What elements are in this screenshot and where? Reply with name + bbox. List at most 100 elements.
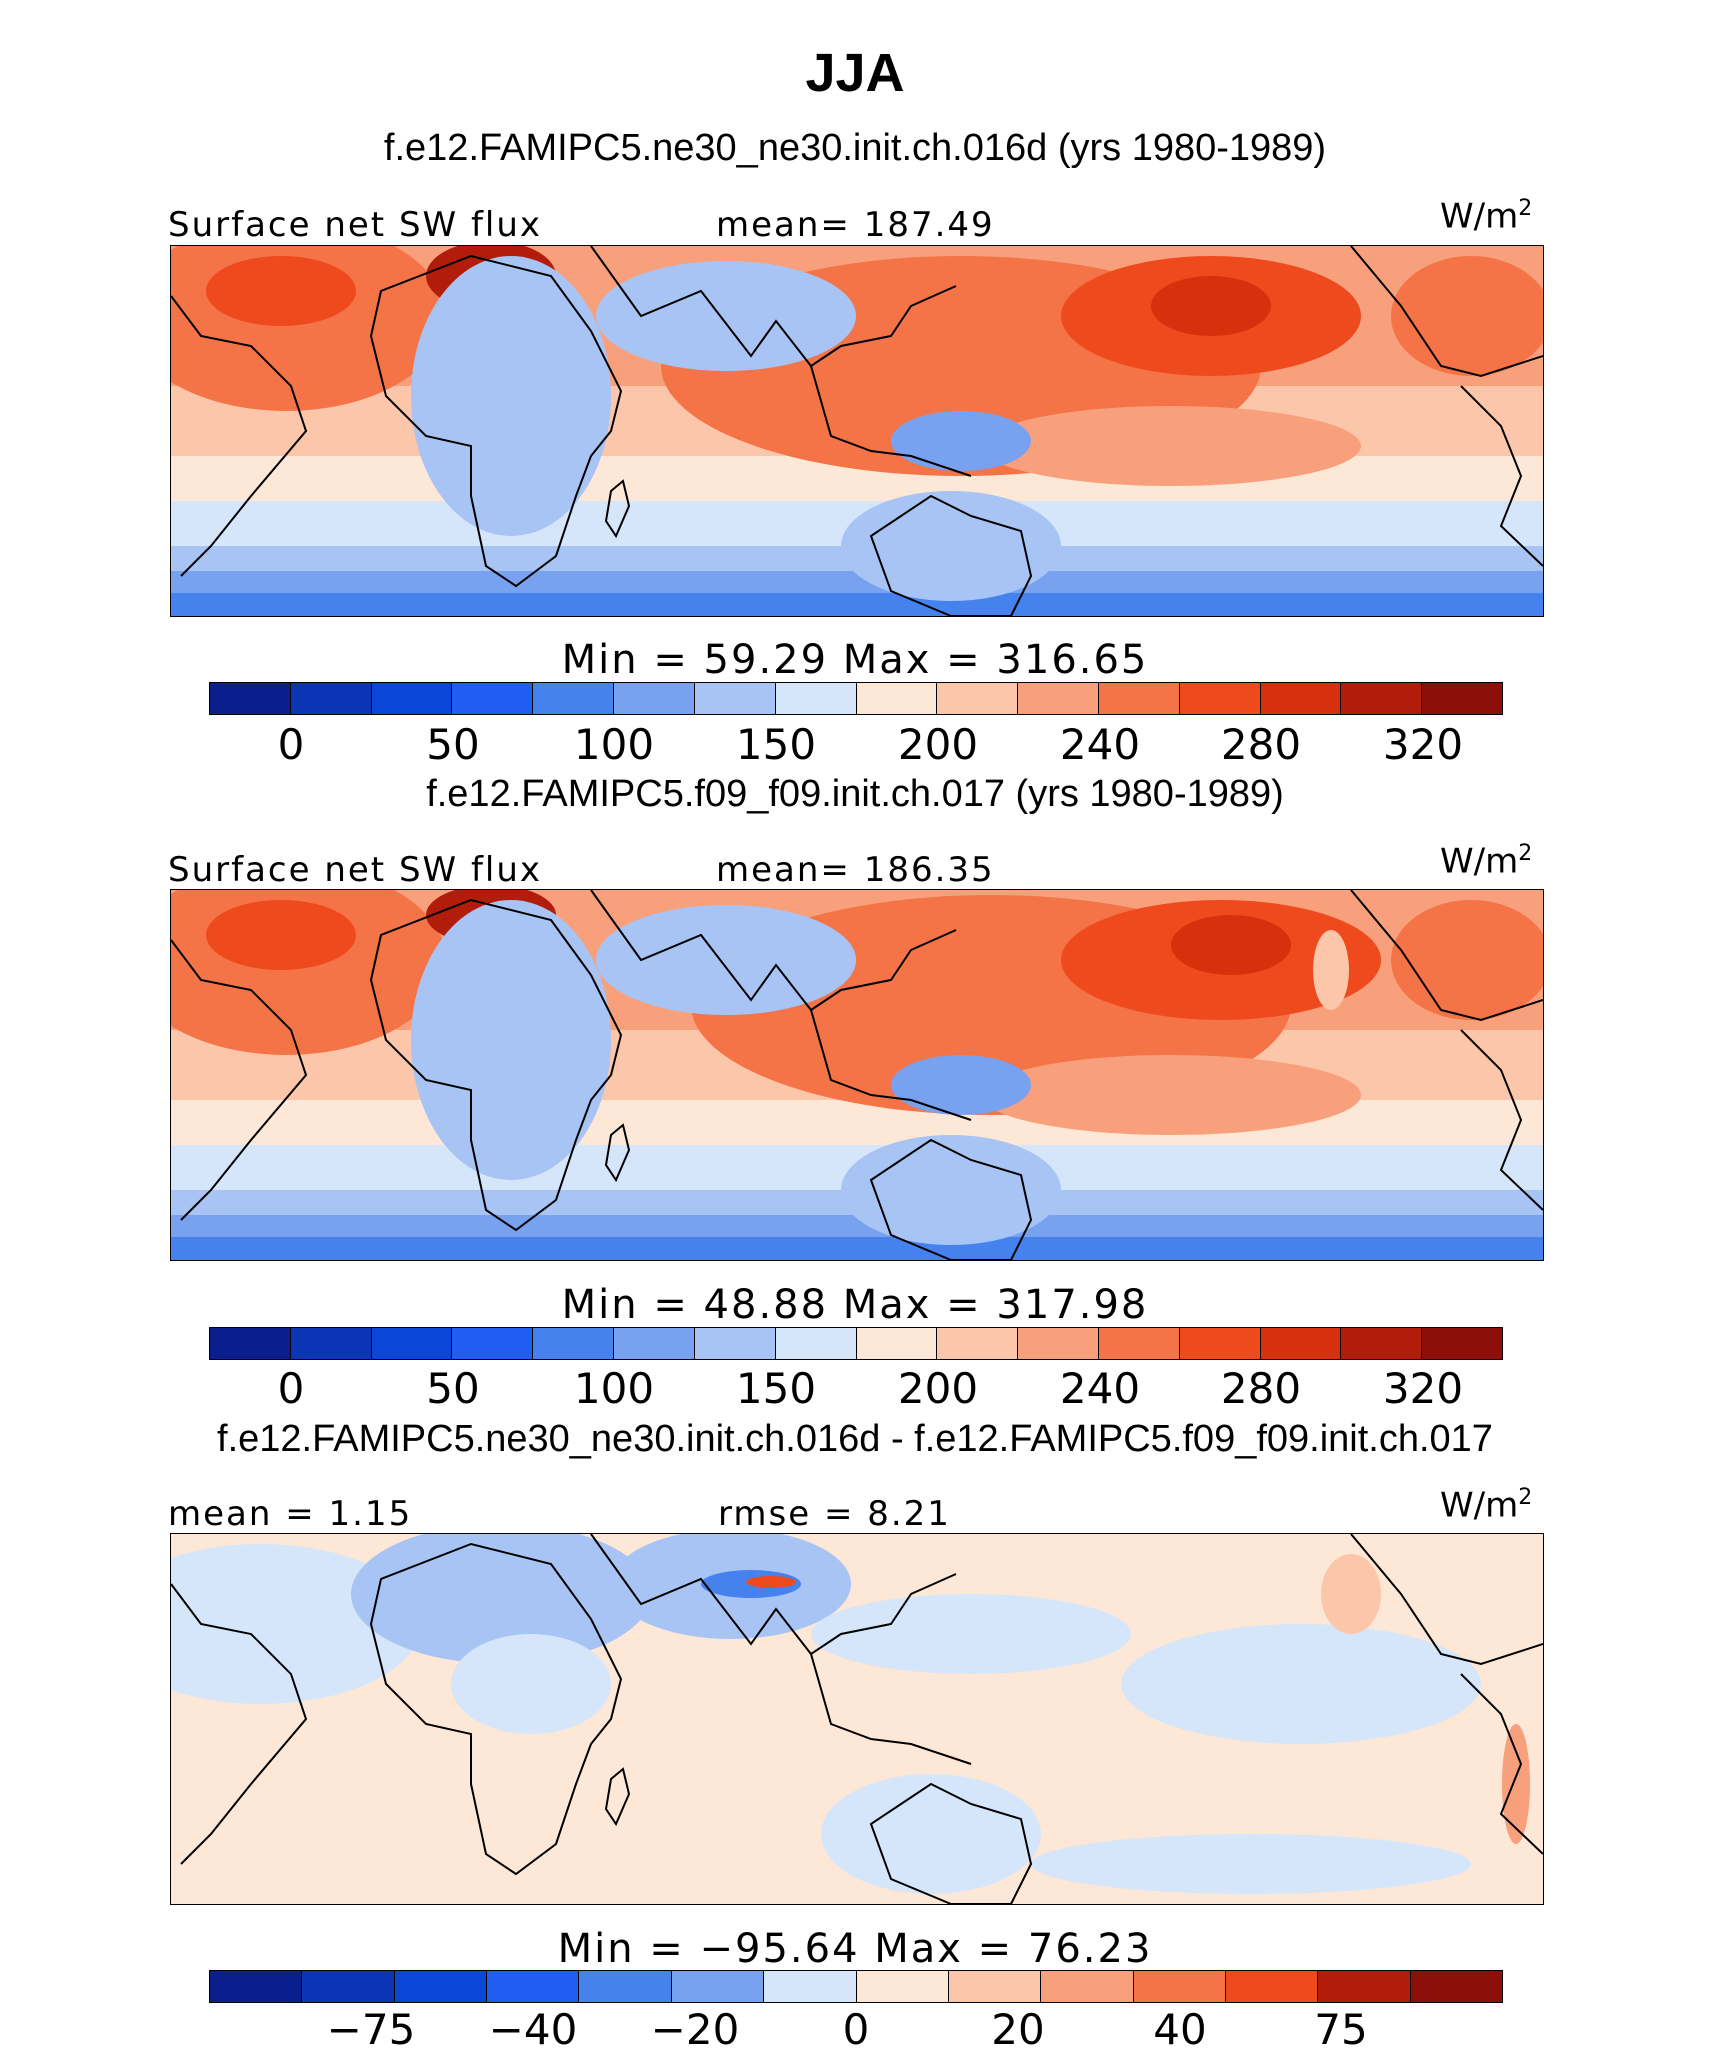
panel-3-tick: −40 — [488, 2005, 578, 2054]
field-blob — [411, 900, 611, 1180]
colorbar-cell — [1179, 1328, 1261, 1359]
australia-coastline — [869, 1138, 1033, 1260]
field-blob — [1151, 276, 1271, 336]
colorbar-cell — [533, 1328, 615, 1359]
panel-1-tick: 240 — [1059, 720, 1141, 769]
field-band — [171, 1237, 1543, 1260]
panel-2-tick: 150 — [735, 1364, 817, 1413]
panel-3-rmse-label: rmse = 8.21 — [718, 1494, 951, 1534]
colorbar-cell — [1260, 1328, 1342, 1359]
panel-2-tick: 280 — [1220, 1364, 1302, 1413]
panel-3-tick: 75 — [1314, 2005, 1368, 2054]
colorbar-cell — [764, 1971, 857, 2002]
asia-coastline — [590, 246, 957, 368]
north-america-coastline — [1350, 890, 1543, 1022]
field-blob — [351, 1534, 651, 1664]
field-blob — [811, 1594, 1131, 1674]
panel-2-tick: 320 — [1382, 1364, 1464, 1413]
panel-1-map — [170, 245, 1544, 617]
field-blob — [1031, 1834, 1471, 1894]
colorbar-cell — [1341, 1328, 1423, 1359]
colorbar-cell — [1179, 683, 1261, 714]
africa-coastline — [369, 898, 623, 1232]
colorbar-cell — [452, 683, 534, 714]
panel-1-minmax: Min = 59.29 Max = 316.65 — [561, 637, 1149, 683]
colorbar-cell — [856, 1328, 938, 1359]
colorbar-cell — [1018, 683, 1099, 714]
australia-coastline — [869, 494, 1033, 616]
panel-1-tick: 0 — [277, 720, 305, 769]
colorbar-cell — [290, 1328, 372, 1359]
field-blob — [821, 1774, 1041, 1894]
panel-2-variable-label: Surface net SW flux — [168, 850, 543, 890]
panel-3-run-title: f.e12.FAMIPC5.ne30_ne30.init.ch.016d - f… — [217, 1418, 1493, 1460]
colorbar-cell — [1133, 1971, 1226, 2002]
south-america-coastline — [171, 939, 308, 1221]
colorbar-cell — [1260, 683, 1342, 714]
panel-3-coastlines — [171, 1534, 1543, 1904]
panel-1-run-title: f.e12.FAMIPC5.ne30_ne30.init.ch.016d (yr… — [383, 127, 1327, 169]
colorbar-cell — [1341, 683, 1423, 714]
field-blob — [891, 1055, 1031, 1115]
australia-coastline — [869, 1782, 1033, 1904]
panel-3-colorbar — [209, 1970, 1503, 2003]
panel-2-colorbar — [209, 1327, 1503, 1360]
colorbar-cell — [775, 1328, 857, 1359]
colorbar-cell — [1422, 683, 1502, 714]
colorbar-cell — [371, 1328, 453, 1359]
panel-3-field — [171, 1534, 1543, 1904]
panel-1-tick: 150 — [735, 720, 817, 769]
southeast-asia-coastline — [810, 1653, 972, 1765]
panel-1-field — [171, 246, 1543, 616]
madagascar-coastline — [604, 1767, 631, 1827]
field-blob — [1321, 1554, 1381, 1634]
colorbar-cell — [937, 1328, 1019, 1359]
colorbar-cell — [614, 1328, 695, 1359]
panel-1-tick: 280 — [1220, 720, 1302, 769]
colorbar-cell — [1041, 1971, 1134, 2002]
colorbar-cell — [371, 683, 453, 714]
panel-3-minmax: Min = −95.64 Max = 76.23 — [557, 1926, 1153, 1972]
panel-2-tick: 200 — [897, 1364, 979, 1413]
colorbar-cell — [452, 1328, 534, 1359]
colorbar-cell — [694, 1328, 776, 1359]
panel-1-variable-label: Surface net SW flux — [168, 205, 543, 245]
panel-1-tick: 50 — [426, 720, 480, 769]
panel-3-tick: 20 — [991, 2005, 1045, 2054]
colorbar-cell — [290, 683, 372, 714]
panel-1-coastlines — [171, 246, 1543, 616]
colorbar-cell — [210, 683, 291, 714]
panel-2-field — [171, 890, 1543, 1260]
field-blob — [746, 1576, 796, 1588]
colorbar-cell — [671, 1971, 765, 2002]
panel-1-units: W/m2 — [1440, 196, 1533, 237]
colorbar-cell — [210, 1328, 291, 1359]
southeast-asia-coastline — [810, 1009, 972, 1121]
panel-3-tick: −20 — [650, 2005, 740, 2054]
field-blob — [596, 261, 856, 371]
colorbar-cell — [1410, 1971, 1503, 2002]
colorbar-cell — [614, 683, 695, 714]
panel-2-mean-label: mean= 186.35 — [716, 850, 995, 890]
panel-3-map — [170, 1533, 1544, 1905]
panel-3-tick: 0 — [842, 2005, 870, 2054]
colorbar-cell — [210, 1971, 303, 2002]
colorbar-cell — [948, 1971, 1042, 2002]
field-blob — [596, 905, 856, 1015]
field-blob — [1121, 1624, 1481, 1744]
field-blob — [1171, 915, 1291, 975]
madagascar-coastline — [604, 1123, 631, 1183]
field-blob — [206, 256, 356, 326]
panel-3-units: W/m2 — [1440, 1485, 1533, 1526]
asia-coastline — [590, 890, 957, 1012]
asia-coastline — [590, 1534, 957, 1656]
panel-2-tick: 50 — [426, 1364, 480, 1413]
panel-2-tick: 240 — [1059, 1364, 1141, 1413]
south-america-coastline — [171, 1583, 308, 1865]
africa-coastline — [369, 254, 623, 588]
central-america-coastline — [1460, 1029, 1543, 1211]
colorbar-cell — [1422, 1328, 1502, 1359]
colorbar-cell — [1098, 1328, 1180, 1359]
figure-title: JJA — [805, 43, 905, 103]
north-america-coastline — [1350, 246, 1543, 378]
